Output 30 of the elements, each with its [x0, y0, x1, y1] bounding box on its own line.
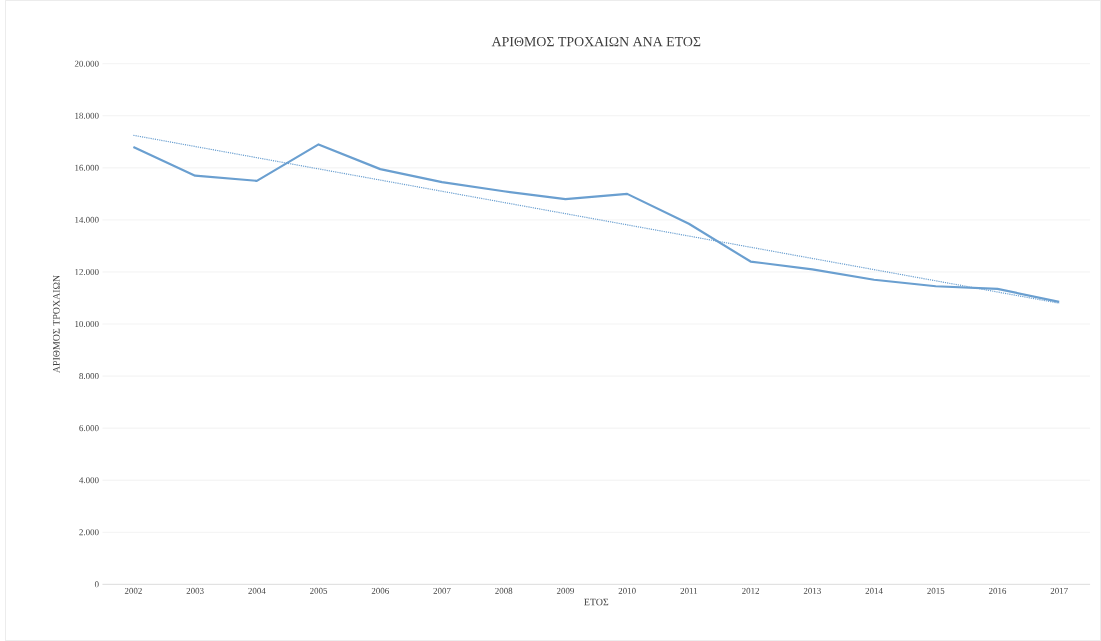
y-tick-label: 0: [94, 581, 99, 588]
x-tick-label: 2013: [803, 587, 821, 594]
x-tick-label: 2015: [927, 587, 945, 594]
y-tick-label: 18.000: [75, 112, 99, 119]
x-tick-label: 2016: [988, 587, 1007, 594]
y-tick-label: 14.000: [75, 216, 99, 223]
x-tick-label: 2003: [186, 587, 204, 594]
y-tick-label: 6.000: [79, 425, 99, 432]
chart-title: ΑΡΙΘΜΟΣ ΤΡΟΧΑΙΩΝ ΑΝΑ ΕΤΟΣ: [491, 36, 701, 47]
y-tick-label: 8.000: [79, 373, 99, 380]
y-axis-title: ΑΡΙΘΜΟΣ ΤΡΟΧΑΙΩΝ: [53, 275, 60, 374]
x-tick-label: 2014: [865, 587, 883, 594]
x-tick-label: 2012: [742, 587, 760, 594]
x-tick-label: 2009: [556, 587, 574, 594]
x-axis-title: ΕΤΟΣ: [584, 598, 609, 606]
y-tick-label: 2.000: [79, 529, 99, 536]
x-tick-label: 2007: [433, 587, 451, 594]
x-tick-label: 2008: [495, 587, 513, 594]
x-tick-label: 2010: [618, 587, 636, 594]
x-tick-label: 2005: [310, 587, 328, 594]
x-tick-label: 2011: [680, 587, 698, 594]
x-tick-label: 2006: [371, 587, 389, 594]
y-tick-label: 12.000: [75, 268, 99, 275]
y-tick-label: 4.000: [79, 477, 99, 484]
x-tick-label: 2017: [1050, 587, 1068, 594]
x-tick-label: 2004: [248, 587, 266, 594]
x-tick-label: 2002: [124, 587, 142, 594]
y-tick-label: 20.000: [74, 60, 99, 67]
y-tick-label: 10.000: [75, 320, 99, 328]
y-tick-label: 16.000: [75, 164, 99, 171]
